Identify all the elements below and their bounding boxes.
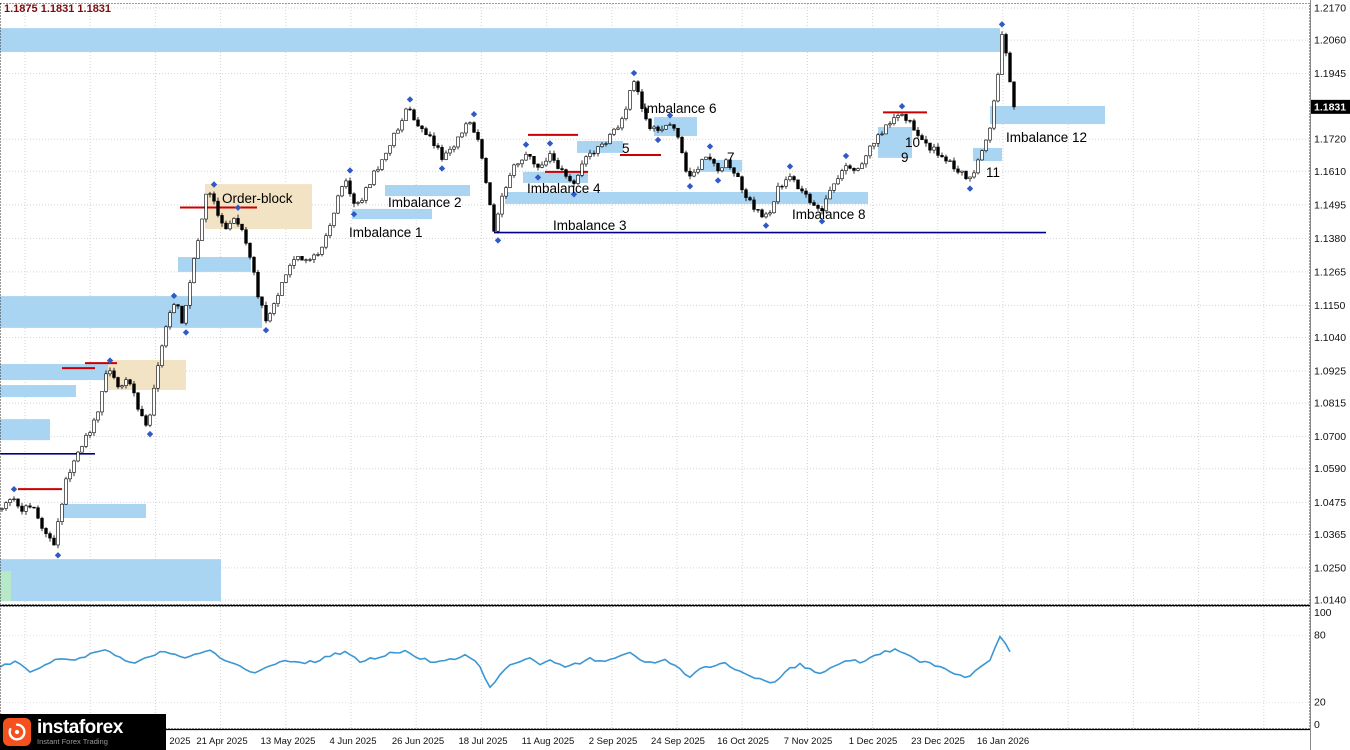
broker-logo-text: instaforex Instant Forex Trading (37, 718, 123, 746)
indicator-scale-label: 80 (1314, 629, 1326, 641)
indicator-scale-label: 0 (1314, 719, 1320, 731)
annotation-label: Imbalance 3 (553, 218, 627, 233)
broker-logo: instaforex Instant Forex Trading (0, 714, 166, 750)
price-tick-label: 1.0365 (1314, 529, 1346, 541)
current-price-badge (1311, 99, 1350, 114)
price-tick-label: 1.0590 (1314, 463, 1346, 475)
annotation-label: 11 (986, 165, 1000, 180)
price-tick-label: 1.1610 (1314, 166, 1346, 178)
indicator-scale-label: 100 (1314, 607, 1332, 619)
date-tick-label: 16 Oct 2025 (717, 736, 769, 747)
fractal-markers (10, 21, 1006, 559)
date-tick-label: 18 Jul 2025 (458, 736, 507, 747)
annotation-label: 7 (727, 150, 735, 165)
date-tick-label: 26 Jun 2025 (392, 736, 444, 747)
price-tick-label: 1.1945 (1314, 68, 1346, 80)
date-tick-label: 24 Sep 2025 (651, 736, 705, 747)
brand-tagline: Instant Forex Trading (37, 737, 108, 746)
annotation-label: Imbalance 8 (792, 207, 866, 222)
price-tick-label: 1.0815 (1314, 398, 1346, 410)
annotation-label: Imbalance 1 (349, 225, 423, 240)
date-tick-label: 2025 (169, 736, 190, 747)
price-axis[interactable]: 1.2170 1.2060 1.1945 1.1720 1.1610 1.1495 1.13… (1310, 0, 1350, 750)
annotation-label: Imbalance 6 (643, 101, 717, 116)
annotation-label: Imbalance 12 (1006, 130, 1087, 145)
date-tick-label: 21 Apr 2025 (196, 736, 247, 747)
date-tick-label: 11 Aug 2025 (522, 736, 575, 747)
annotations: Order-block Imbalance 1 Imbalance 2 Imbalan… (222, 101, 1087, 240)
price-tick-label: 1.0925 (1314, 366, 1346, 378)
annotation-label: 5 (622, 141, 630, 156)
price-tick-label: 1.1495 (1314, 199, 1346, 211)
price-tick-label: 1.1040 (1314, 332, 1346, 344)
date-tick-label: 16 Jan 2026 (977, 736, 1029, 747)
annotation-label: Imbalance 2 (388, 195, 462, 210)
price-tick-label: 1.1720 (1314, 134, 1346, 146)
panel-frame (0, 3, 1310, 731)
current-price-value: 1.1831 (1314, 101, 1346, 113)
price-tick-label: 1.0250 (1314, 562, 1346, 574)
price-tick-label: 1.1150 (1314, 300, 1345, 312)
date-axis[interactable]: 2025 21 Apr 2025 13 May 2025 4 Jun 2025 26 J… (169, 736, 1029, 747)
date-tick-label: 13 May 2025 (261, 736, 316, 747)
price-tick-label: 1.0140 (1314, 594, 1346, 606)
date-tick-label: 4 Jun 2025 (329, 736, 376, 747)
price-tick-label: 1.2060 (1314, 35, 1346, 47)
quote-readout: 1.1875 1.1831 1.1831 (4, 3, 112, 15)
date-tick-label: 1 Dec 2025 (849, 736, 898, 747)
annotation-label: Imbalance 4 (527, 181, 601, 196)
price-tick-label: 1.0700 (1314, 431, 1346, 443)
brand-name: instaforex (37, 717, 123, 738)
oscillator-indicator (0, 635, 1011, 689)
price-tick-label: 1.2170 (1314, 3, 1346, 15)
date-tick-label: 2 Sep 2025 (589, 736, 638, 747)
annotation-label: 10 (905, 135, 920, 150)
annotation-label: 9 (901, 150, 909, 165)
instaforex-logo-icon (3, 718, 31, 746)
date-tick-label: 23 Dec 2025 (911, 736, 965, 747)
annotation-label: Order-block (222, 191, 293, 206)
price-tick-label: 1.0475 (1314, 497, 1346, 509)
price-tick-label: 1.1380 (1314, 233, 1346, 245)
imbalance-zones (0, 28, 1105, 602)
price-tick-label: 1.1265 (1314, 266, 1346, 278)
candlestick-series (0, 31, 1016, 549)
date-tick-label: 7 Nov 2025 (784, 736, 833, 747)
indicator-scale-label: 20 (1314, 697, 1326, 709)
